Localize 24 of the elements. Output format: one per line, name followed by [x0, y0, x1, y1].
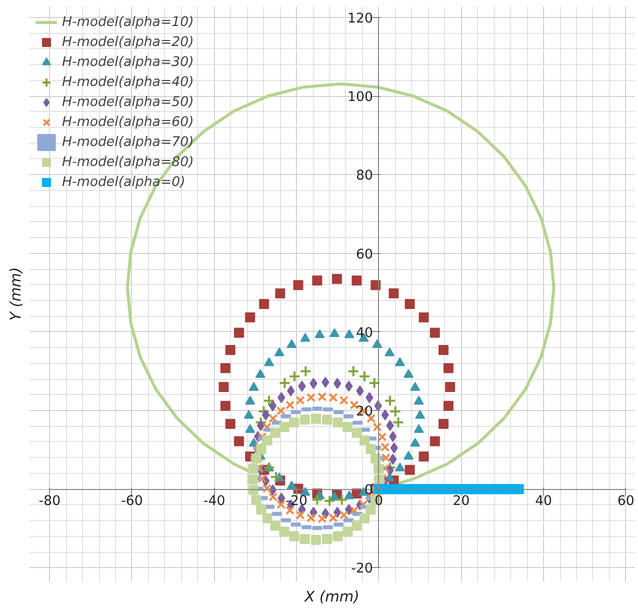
x-tick-label: 60: [617, 494, 634, 510]
y-tick-label: -20: [351, 562, 373, 577]
y-tick-label: 100: [347, 90, 373, 106]
legend-label: H-model(alpha=70): [62, 134, 194, 150]
y-tick-label: 120: [347, 12, 373, 27]
legend-label: H-model(alpha=50): [62, 94, 194, 110]
y-tick-label: 0: [364, 483, 373, 498]
x-tick-label: -20: [286, 494, 308, 510]
x-tick-label: -40: [203, 494, 226, 510]
legend-label: H-model(alpha=60): [62, 114, 194, 130]
y-axis-title: Y (mm): [8, 267, 24, 321]
x-axis-title: X (mm): [304, 588, 360, 606]
y-tick-label: 80: [356, 168, 373, 184]
x-tick-label: 0: [374, 494, 384, 510]
x-tick-label: -60: [121, 494, 143, 510]
x-tick-label: 40: [535, 494, 552, 510]
x-tick-label: -80: [38, 494, 61, 510]
legend-label: H-model(alpha=20): [62, 34, 194, 50]
x-tick-label: 20: [452, 494, 470, 510]
legend-label: H-model(alpha=40): [62, 74, 194, 90]
y-tick-label: 60: [356, 247, 373, 262]
legend-label: H-model(alpha=30): [62, 54, 194, 70]
legend-label: H-model(alpha=10): [62, 14, 194, 30]
y-tick-label: 40: [356, 326, 373, 341]
